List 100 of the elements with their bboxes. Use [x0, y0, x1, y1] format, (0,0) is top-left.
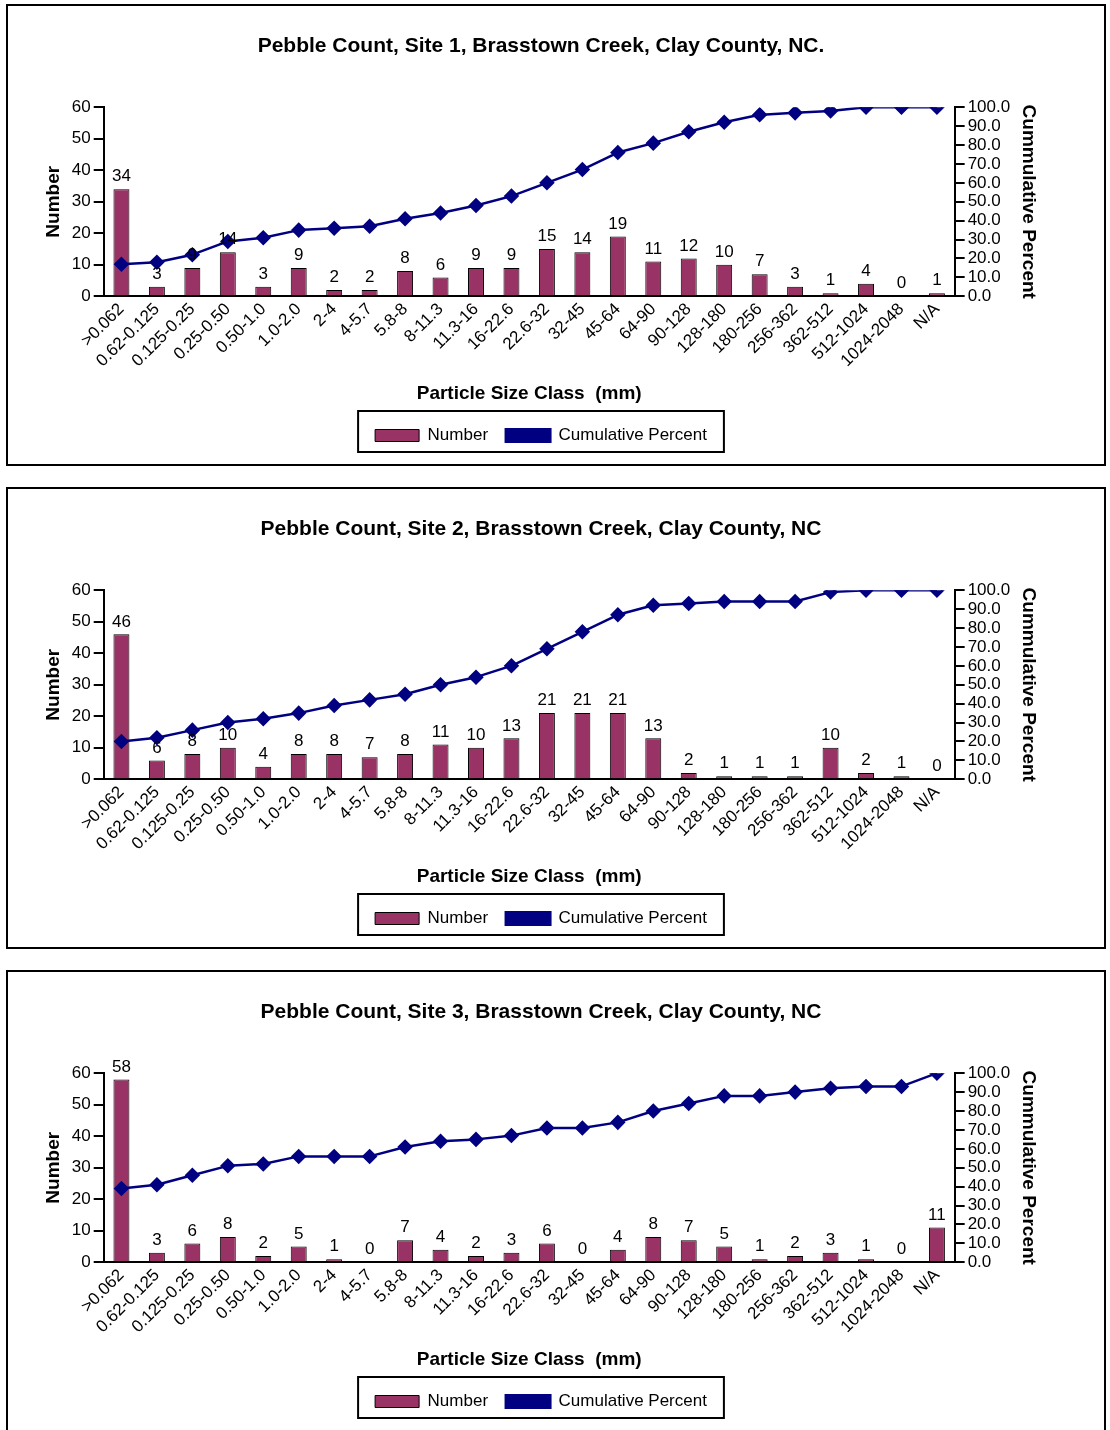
point — [716, 115, 732, 130]
y2-tick-label: 90.0 — [967, 115, 1001, 135]
point — [539, 641, 555, 657]
y-tick-label: 0 — [81, 768, 91, 788]
data-label: 3 — [825, 1230, 836, 1250]
y2-tick-label: 60.0 — [967, 1138, 1001, 1158]
data-label: 10 — [466, 724, 486, 744]
y2-tick-label: 50.0 — [967, 674, 1001, 694]
y2-tick-label: 10.0 — [967, 267, 1001, 287]
data-label: 8 — [293, 731, 304, 751]
point — [149, 1177, 165, 1193]
data-label: 7 — [754, 251, 765, 271]
legend-label: Number — [427, 1391, 489, 1411]
x-tick-label: 2-4 — [309, 782, 341, 814]
data-label: 46 — [111, 611, 131, 631]
data-label: 8 — [648, 1214, 659, 1234]
x-tick-label: 2-4 — [309, 1265, 341, 1297]
y-tick-label: 60 — [71, 96, 91, 116]
point — [433, 205, 448, 221]
point — [362, 692, 377, 708]
point — [787, 107, 803, 121]
data-label: 0 — [932, 756, 942, 776]
y2-tick-label: 30.0 — [967, 229, 1001, 249]
y2-tick-label: 20.0 — [967, 731, 1001, 751]
data-label: 2 — [364, 267, 375, 287]
data-label: 0 — [364, 1239, 375, 1259]
x-axis-title: Particle Size Class (mm) — [416, 381, 642, 403]
point — [185, 1168, 200, 1183]
y-tick-label: 20 — [71, 1188, 91, 1208]
y2-tick-label: 70.0 — [967, 636, 1001, 656]
data-label: 2 — [790, 1233, 800, 1253]
y-axis-title: Number — [41, 1131, 63, 1204]
point — [610, 607, 626, 623]
y-tick-label: 40 — [71, 642, 91, 662]
y2-tick-label: 0.0 — [967, 768, 992, 788]
data-label: 7 — [684, 1217, 694, 1237]
data-label: 4 — [613, 1226, 623, 1246]
point — [468, 1132, 484, 1147]
y2-tick-label: 100.0 — [967, 96, 1011, 116]
x-axis-title: Particle Size Class (mm) — [416, 864, 642, 886]
data-label: 3 — [258, 264, 268, 284]
point — [256, 230, 271, 245]
data-label: 1 — [896, 753, 907, 773]
point — [539, 1120, 555, 1136]
y-tick-label: 30 — [71, 674, 91, 694]
data-label: 4 — [861, 260, 871, 280]
data-label: 4 — [435, 1226, 446, 1246]
y-tick-label: 30 — [71, 1157, 91, 1177]
point — [256, 711, 271, 727]
chart-title: Pebble Count, Site 1, Brasstown Creek, Clay County, NC. — [257, 33, 825, 57]
y-axis-title: Number — [41, 648, 63, 721]
data-label: 7 — [400, 1217, 410, 1237]
point — [681, 1096, 696, 1111]
data-label: 13 — [643, 715, 663, 735]
y2-tick-label: 90.0 — [967, 1081, 1001, 1101]
point — [326, 698, 342, 713]
x-tick-label: N/A — [909, 1264, 944, 1299]
data-label: 11 — [928, 1204, 946, 1224]
data-label: 8 — [329, 731, 339, 751]
point — [291, 705, 306, 721]
point — [681, 124, 696, 140]
data-label: 4 — [258, 743, 268, 763]
data-label: 9 — [187, 245, 198, 265]
point — [220, 1158, 236, 1174]
point — [397, 1139, 413, 1155]
y2-tick-label: 100.0 — [967, 1062, 1011, 1082]
data-label: 6 — [435, 254, 446, 274]
point — [504, 658, 519, 674]
y2-tick-label: 70.0 — [967, 153, 1001, 173]
point — [752, 107, 767, 123]
data-label: 1 — [932, 270, 942, 290]
data-label: 9 — [293, 245, 304, 265]
data-label: 10 — [714, 241, 734, 261]
point — [504, 188, 519, 204]
point — [716, 594, 732, 609]
x-tick-label: 2-4 — [309, 299, 341, 331]
point — [823, 107, 838, 119]
y-tick-label: 50 — [71, 128, 91, 148]
y2-tick-label: 20.0 — [967, 248, 1001, 268]
data-label: 13 — [501, 715, 521, 735]
x-tick-label: N/A — [909, 298, 944, 333]
point — [256, 1156, 271, 1172]
data-label: 3 — [152, 1230, 162, 1250]
point — [397, 211, 413, 227]
data-label: 2 — [684, 750, 694, 770]
y2-tick-label: 90.0 — [967, 598, 1001, 618]
data-label: 34 — [111, 166, 131, 186]
point — [681, 596, 696, 611]
point — [716, 1088, 732, 1104]
data-label: 3 — [506, 1230, 517, 1250]
data-label: 11 — [431, 721, 450, 741]
data-label: 7 — [364, 734, 375, 754]
y-tick-label: 0 — [81, 285, 91, 305]
y-tick-label: 50 — [71, 611, 91, 631]
point — [326, 220, 342, 236]
point — [114, 1181, 129, 1196]
y2-axis-title: Cummulative Percent — [1019, 587, 1041, 783]
y2-tick-label: 80.0 — [967, 134, 1001, 154]
data-label: 21 — [608, 690, 628, 710]
data-label: 14 — [572, 229, 592, 249]
